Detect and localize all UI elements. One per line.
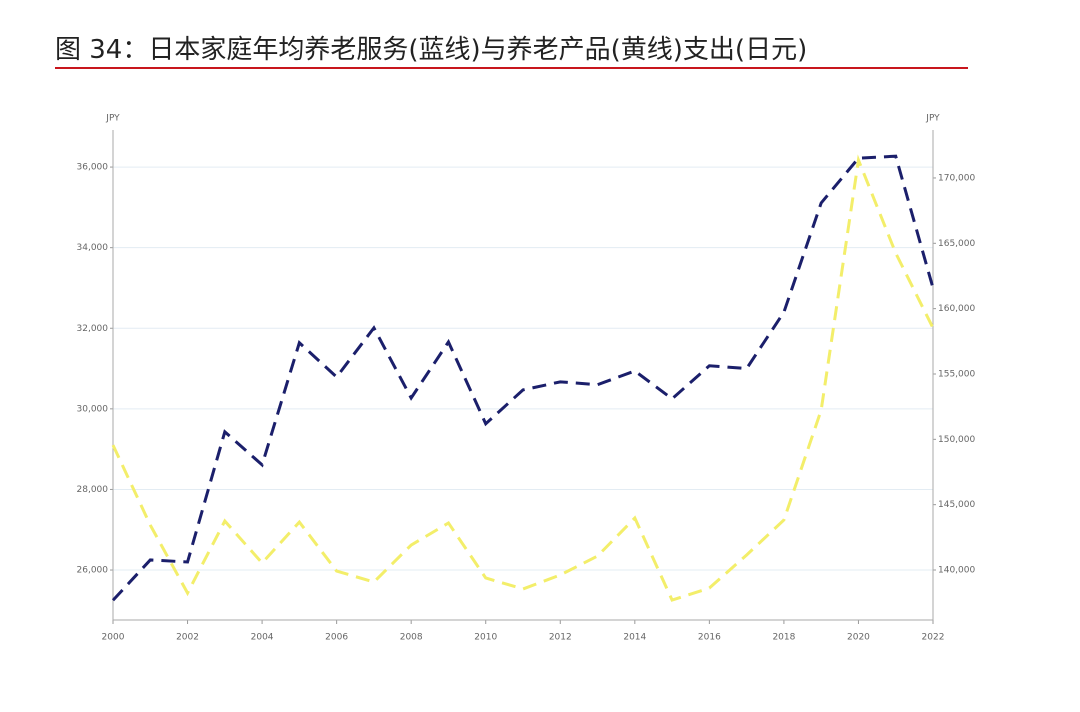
y2-tick-label: 170,000 — [938, 173, 975, 183]
x-tick-label: 2012 — [549, 633, 572, 643]
y2-tick-label: 160,000 — [938, 304, 975, 314]
y-tick-label: 36,000 — [77, 163, 109, 173]
y2-tick-label: 150,000 — [938, 435, 975, 445]
x-tick-label: 2022 — [922, 633, 945, 643]
series-line — [111, 154, 935, 602]
y-axis-label: JPY — [105, 114, 120, 124]
x-tick-label: 2008 — [400, 633, 423, 643]
y-tick-label: 32,000 — [77, 324, 109, 334]
x-tick-label: 2000 — [102, 633, 125, 643]
chart-title: 图 34：日本家庭年均养老服务(蓝线)与养老产品(黄线)支出(日元) — [55, 35, 807, 65]
y2-tick-label: 165,000 — [938, 239, 975, 249]
series-line — [111, 154, 935, 602]
x-tick-label: 2014 — [623, 633, 646, 643]
y2-tick-label: 155,000 — [938, 369, 975, 379]
y-tick-label: 28,000 — [77, 485, 109, 495]
y2-tick-label: 145,000 — [938, 500, 975, 510]
x-tick-label: 2010 — [474, 633, 497, 643]
y2-tick-label: 140,000 — [938, 566, 975, 576]
y2-axis-label: JPY — [925, 114, 940, 124]
x-tick-label: 2006 — [325, 633, 348, 643]
x-tick-label: 2018 — [772, 633, 795, 643]
y-tick-label: 34,000 — [77, 243, 109, 253]
x-tick-label: 2016 — [698, 633, 721, 643]
y-tick-label: 26,000 — [77, 566, 109, 576]
x-tick-label: 2020 — [847, 633, 870, 643]
y-tick-label: 30,000 — [77, 404, 109, 414]
x-tick-label: 2004 — [251, 633, 274, 643]
x-tick-label: 2002 — [176, 633, 199, 643]
